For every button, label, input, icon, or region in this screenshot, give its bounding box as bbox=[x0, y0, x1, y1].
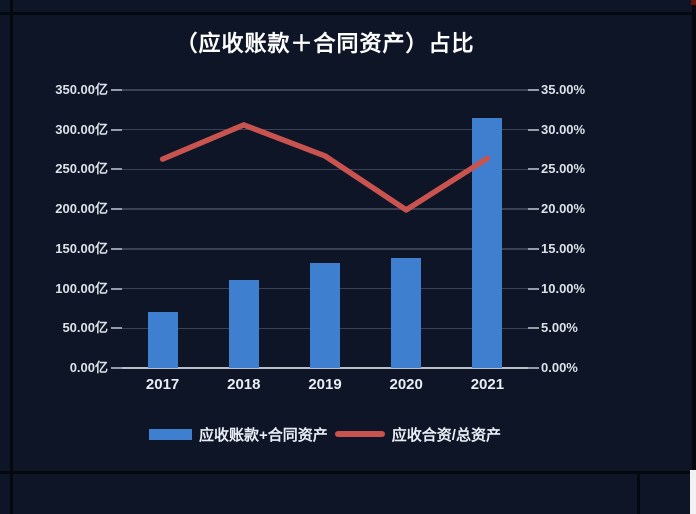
chart-legend: 应收账款+合同资产 应收合资/总资产 bbox=[0, 423, 650, 445]
left-axis-tick bbox=[111, 367, 122, 369]
right-axis-tick-label: 10.00% bbox=[541, 280, 586, 296]
bar-2017[interactable] bbox=[147, 312, 178, 368]
x-axis-label-2018: 2018 bbox=[227, 376, 261, 393]
left-axis-tick bbox=[111, 327, 122, 330]
bar-2019[interactable] bbox=[310, 263, 340, 368]
right-axis-tick-label: 25.00% bbox=[541, 161, 586, 177]
legend-line-label[interactable]: 应收合资/总资产 bbox=[391, 426, 501, 444]
left-axis-tick-label: 300.00亿 bbox=[55, 121, 108, 137]
right-axis-tick-label: 5.00% bbox=[541, 320, 578, 336]
scrollbar-corner[interactable] bbox=[690, 470, 696, 514]
left-axis-tick bbox=[111, 287, 122, 290]
right-axis-tick-label: 20.00% bbox=[541, 201, 586, 217]
chart-title: （应收账款＋合同资产）占比 bbox=[175, 31, 475, 56]
left-axis-tick-label: 50.00亿 bbox=[62, 320, 108, 336]
right-axis-tick bbox=[528, 89, 539, 91]
x-axis-label-2020: 2020 bbox=[389, 376, 423, 393]
legend-bar-label[interactable]: 应收账款+合同资产 bbox=[199, 426, 328, 444]
right-axis-tick bbox=[528, 208, 539, 211]
gridline bbox=[122, 208, 528, 210]
left-axis-tick-label: 150.00亿 bbox=[55, 240, 108, 256]
right-axis-tick bbox=[528, 128, 539, 131]
left-axis-tick-label: 250.00亿 bbox=[55, 161, 108, 177]
left-axis-tick-label: 0.00亿 bbox=[69, 360, 108, 375]
right-axis-tick bbox=[528, 367, 539, 369]
right-axis-tick-label: 15.00% bbox=[541, 240, 586, 256]
right-axis-tick bbox=[528, 287, 539, 290]
x-axis-label-2021: 2021 bbox=[470, 376, 505, 393]
legend-bar-swatch[interactable] bbox=[149, 428, 193, 440]
sheet-gridline-horizontal-top bbox=[0, 12, 696, 15]
gridline bbox=[122, 248, 528, 250]
left-axis-tick bbox=[111, 247, 122, 250]
right-axis-tick bbox=[528, 247, 539, 250]
close-button-fragment bbox=[691, 0, 696, 5]
gridline bbox=[122, 128, 528, 131]
right-axis-tick-label: 35.00% bbox=[541, 82, 586, 97]
window-right-edge bbox=[692, 0, 696, 514]
right-axis-tick-label: 0.00% bbox=[541, 360, 578, 375]
left-axis-tick bbox=[111, 208, 122, 211]
x-axis-label-2017: 2017 bbox=[145, 376, 180, 393]
right-axis-tick bbox=[528, 327, 539, 330]
right-axis-tick-label: 30.00% bbox=[541, 121, 586, 137]
bar-2018[interactable] bbox=[228, 279, 259, 368]
left-axis-tick-label: 200.00亿 bbox=[55, 201, 108, 217]
left-axis-tick bbox=[111, 128, 122, 131]
sheet-gridline-vertical-bottomband bbox=[637, 473, 640, 514]
sheet-gridline-vertical-left bbox=[10, 0, 13, 514]
left-axis-tick-label: 350.00亿 bbox=[55, 82, 108, 97]
left-axis-tick-label: 100.00亿 bbox=[55, 280, 108, 296]
x-axis-line bbox=[122, 367, 528, 369]
gridline bbox=[122, 89, 528, 91]
left-axis-tick bbox=[111, 168, 122, 171]
line-series-path[interactable] bbox=[159, 122, 491, 213]
right-axis-tick bbox=[528, 168, 539, 171]
gridline bbox=[122, 168, 528, 171]
sheet-gridline-horizontal-bottom bbox=[0, 471, 696, 474]
left-axis-tick bbox=[111, 89, 122, 91]
x-axis-label-2019: 2019 bbox=[308, 376, 342, 393]
bar-2020[interactable] bbox=[391, 258, 422, 368]
legend-line-swatch[interactable] bbox=[334, 431, 385, 437]
